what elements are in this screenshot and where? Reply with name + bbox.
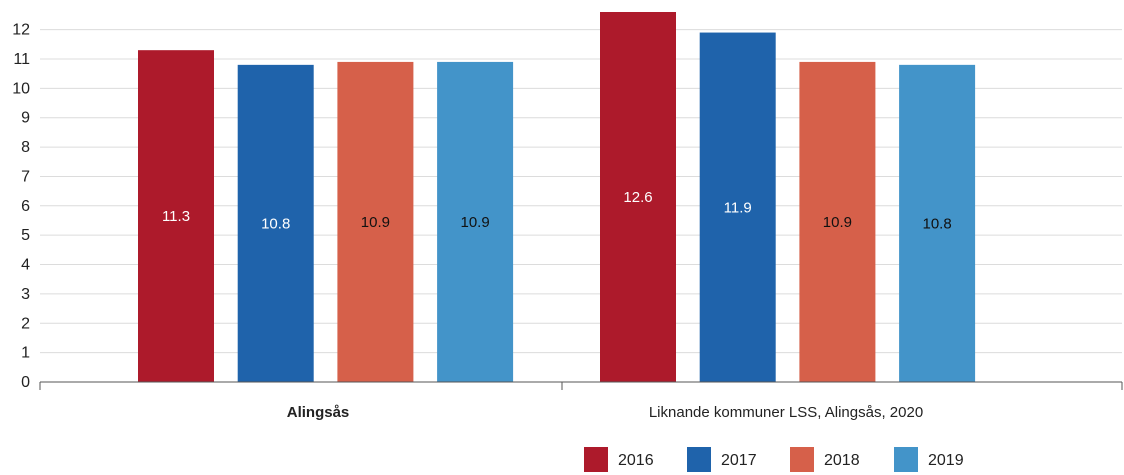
bar-2017 xyxy=(237,64,314,382)
data-label: 10.9 xyxy=(361,214,390,231)
data-label: 10.9 xyxy=(823,214,852,231)
data-label: 12.6 xyxy=(623,189,652,206)
data-label: 11.3 xyxy=(162,208,190,225)
y-tick-label: 3 xyxy=(21,286,30,303)
y-tick-label: 12 xyxy=(12,22,30,39)
x-axis: Alingsås Liknande kommuner LSS, Alingsås,… xyxy=(39,381,1123,421)
y-tick-label: 9 xyxy=(21,110,30,127)
data-label: 10.8 xyxy=(261,215,290,232)
legend-label: 2016 xyxy=(618,452,654,469)
bars: 11.3 10.8 10.9 10.9 12.6 11.9 10.9 10.8 xyxy=(138,12,976,383)
category-label: Liknande kommuner LSS, Alingsås, 2020 xyxy=(649,404,923,421)
legend-swatch-2018 xyxy=(790,447,814,472)
bar-2019 xyxy=(437,61,514,383)
bar-2018 xyxy=(337,61,414,383)
y-tick-label: 4 xyxy=(21,257,30,274)
bar-2016 xyxy=(138,50,214,383)
y-tick-label: 10 xyxy=(12,80,30,97)
legend-label: 2018 xyxy=(824,452,860,469)
bar-2019 xyxy=(899,64,976,382)
data-label: 11.9 xyxy=(724,199,752,216)
bar-2017 xyxy=(699,32,776,383)
bar-2018 xyxy=(799,61,876,383)
category-label: Alingsås xyxy=(287,404,350,421)
legend-label: 2019 xyxy=(928,452,964,469)
y-tick-label: 5 xyxy=(21,227,30,244)
y-tick-label: 1 xyxy=(21,345,30,362)
data-label: 10.8 xyxy=(922,215,951,232)
legend: 2016 2017 2018 2019 xyxy=(584,447,964,472)
legend-swatch-2016 xyxy=(584,447,608,472)
y-tick-label: 11 xyxy=(13,51,30,68)
legend-swatch-2017 xyxy=(687,447,711,472)
y-tick-label: 6 xyxy=(21,198,30,215)
data-label: 10.9 xyxy=(460,214,489,231)
y-tick-label: 8 xyxy=(21,139,30,156)
y-tick-label: 2 xyxy=(21,315,30,332)
y-tick-label: 0 xyxy=(21,374,30,391)
legend-swatch-2019 xyxy=(894,447,918,472)
legend-label: 2017 xyxy=(721,452,757,469)
bar-2016 xyxy=(600,12,676,382)
y-tick-label: 7 xyxy=(21,168,30,185)
